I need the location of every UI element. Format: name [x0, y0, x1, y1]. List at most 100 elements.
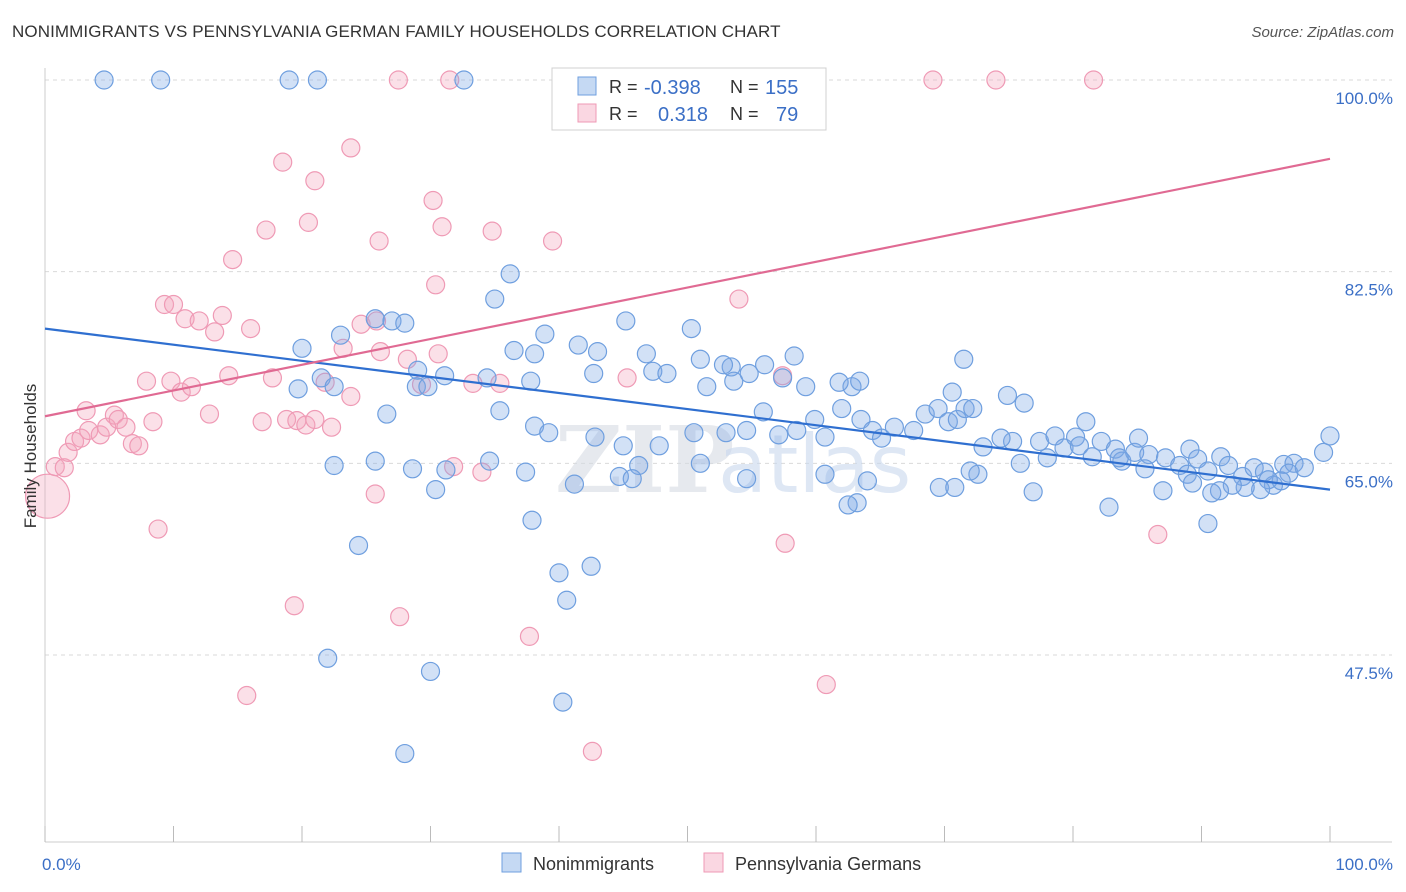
point-nonimmigrants: [485, 289, 505, 309]
point-nonimmigrants: [1069, 436, 1090, 456]
point-pennsylvania-germans: [241, 319, 261, 339]
point-nonimmigrants: [1139, 444, 1159, 465]
point-pennsylvania-germans: [71, 428, 91, 448]
y-axis-label: Family Households: [21, 384, 40, 529]
legend-r-label-blue: R =: [609, 77, 638, 97]
point-pennsylvania-germans: [284, 596, 304, 616]
point-pennsylvania-germans: [816, 674, 836, 695]
point-pennsylvania-germans: [108, 409, 128, 430]
point-pennsylvania-germans: [365, 484, 385, 504]
point-nonimmigrants: [613, 436, 633, 456]
point-nonimmigrants: [324, 455, 344, 476]
bottom-legend-label-blue: Nonimmigrants: [533, 854, 654, 874]
point-nonimmigrants: [553, 692, 573, 712]
point-pennsylvania-germans: [90, 425, 110, 445]
point-nonimmigrants: [960, 461, 980, 481]
legend-r-label-pink: R =: [609, 104, 638, 124]
point-nonimmigrants: [963, 398, 983, 419]
point-nonimmigrants: [690, 453, 710, 473]
y-tick-label: 65.0%: [1345, 472, 1393, 491]
point-pennsylvania-germans: [370, 342, 390, 362]
point-nonimmigrants: [754, 355, 775, 375]
point-nonimmigrants: [713, 355, 734, 375]
point-nonimmigrants: [504, 340, 524, 361]
point-nonimmigrants: [991, 428, 1011, 448]
point-pennsylvania-germans: [148, 519, 168, 539]
point-pennsylvania-germans: [143, 412, 163, 432]
point-pennsylvania-germans: [237, 685, 257, 706]
point-nonimmigrants: [697, 377, 717, 397]
point-pennsylvania-germans: [97, 417, 117, 437]
point-nonimmigrants: [1023, 482, 1043, 502]
point-nonimmigrants: [522, 510, 542, 530]
point-nonimmigrants: [1076, 412, 1096, 432]
point-pennsylvania-germans: [305, 409, 325, 430]
point-pennsylvania-germans: [76, 401, 96, 421]
point-nonimmigrants: [929, 477, 949, 498]
point-pennsylvania-germans: [923, 70, 943, 90]
point-nonimmigrants: [942, 382, 962, 402]
point-nonimmigrants: [1180, 439, 1200, 459]
point-pennsylvania-germans: [482, 221, 502, 241]
point-nonimmigrants: [684, 423, 704, 443]
point-nonimmigrants: [365, 451, 385, 471]
point-nonimmigrants: [480, 451, 500, 471]
point-nonimmigrants: [1037, 448, 1057, 468]
point-nonimmigrants: [928, 398, 948, 419]
point-nonimmigrants: [585, 427, 605, 447]
point-pennsylvania-germans: [199, 404, 220, 424]
point-nonimmigrants: [420, 661, 441, 682]
point-nonimmigrants: [716, 423, 736, 443]
point-nonimmigrants: [954, 349, 974, 369]
point-pennsylvania-germans: [212, 305, 232, 326]
point-nonimmigrants: [307, 70, 328, 90]
point-pennsylvania-germans: [986, 70, 1006, 90]
point-nonimmigrants: [318, 648, 338, 668]
point-nonimmigrants: [395, 313, 415, 333]
point-pennsylvania-germans: [341, 386, 361, 407]
point-nonimmigrants: [1198, 461, 1218, 481]
point-nonimmigrants: [1294, 458, 1314, 478]
point-pennsylvania-germans: [175, 309, 195, 329]
y-tick-label: 82.5%: [1345, 281, 1393, 300]
point-pennsylvania-germans: [298, 212, 319, 232]
point-nonimmigrants: [1128, 428, 1149, 448]
grid-lines: [45, 79, 1392, 656]
point-nonimmigrants: [490, 401, 510, 421]
chart-title: NONIMMIGRANTS VS PENNSYLVANIA GERMAN FAM…: [12, 22, 781, 41]
point-nonimmigrants: [657, 363, 677, 384]
point-pennsylvania-germans: [428, 344, 448, 364]
point-nonimmigrants: [1014, 393, 1034, 413]
point-pennsylvania-germans: [369, 231, 389, 251]
point-nonimmigrants: [454, 70, 474, 90]
point-nonimmigrants: [724, 371, 744, 391]
point-nonimmigrants: [568, 335, 588, 355]
point-nonimmigrants: [772, 368, 793, 388]
point-pennsylvania-germans: [205, 322, 225, 342]
point-nonimmigrants: [815, 427, 835, 447]
bottom-legend-swatch-blue: [501, 852, 522, 873]
point-nonimmigrants: [324, 377, 344, 397]
point-nonimmigrants: [406, 377, 426, 397]
trend-lines: [44, 157, 1331, 491]
point-nonimmigrants: [1284, 453, 1304, 473]
point-pennsylvania-germans: [223, 250, 243, 270]
point-pennsylvania-germans: [440, 70, 460, 90]
point-nonimmigrants: [564, 474, 585, 494]
point-nonimmigrants: [850, 371, 870, 391]
point-pennsylvania-germans: [729, 289, 749, 309]
point-pennsylvania-germans: [252, 412, 272, 432]
point-nonimmigrants: [587, 342, 608, 362]
point-nonimmigrants: [348, 535, 369, 556]
point-nonimmigrants: [436, 460, 456, 480]
point-nonimmigrants: [94, 70, 114, 90]
tick-labels: 47.5% 65.0% 82.5% 100.0% 0.0% 100.0%: [42, 89, 1393, 874]
point-pennsylvania-germans: [582, 741, 603, 761]
point-nonimmigrants: [721, 357, 741, 377]
point-pennsylvania-germans: [276, 409, 297, 430]
point-pennsylvania-germans: [136, 371, 157, 391]
point-nonimmigrants: [279, 70, 299, 90]
point-pennsylvania-germans: [341, 138, 361, 158]
point-pennsylvania-germans: [321, 417, 342, 437]
point-pennsylvania-germans: [24, 473, 71, 519]
